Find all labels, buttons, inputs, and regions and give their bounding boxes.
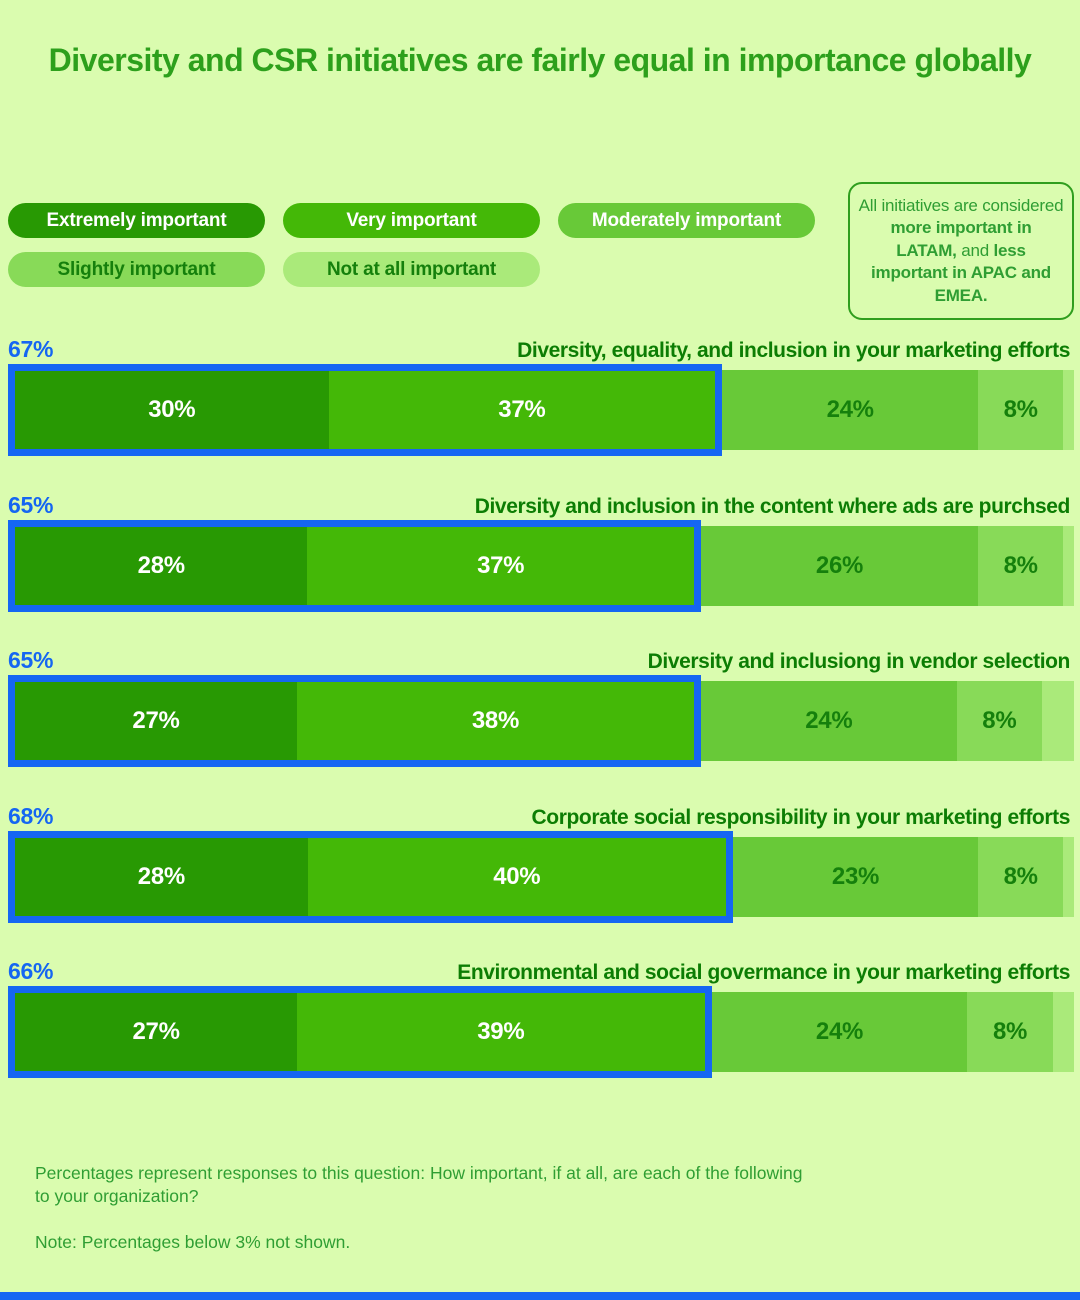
bar-segment-slightly-important: 8% — [967, 992, 1053, 1072]
legend-pill-extremely-important: Extremely important — [8, 203, 265, 238]
stacked-bar: 27% 39% 24% 8% — [8, 986, 1074, 1078]
highlight-outline: 28% 37% — [8, 520, 701, 612]
bar-row-header: 65% Diversity and inclusion in the conten… — [8, 492, 1074, 520]
bar-segment-extremely-important: 27% — [15, 993, 298, 1071]
bar-segment-not-at-all-important — [1063, 837, 1074, 917]
bar-row: 66% Environmental and social govermance i… — [8, 958, 1074, 1078]
bar-segment-moderately-important: 24% — [711, 992, 968, 1072]
bar-segment-moderately-important: 24% — [700, 681, 957, 761]
highlight-outline: 30% 37% — [8, 364, 723, 456]
bar-segment-not-at-all-important — [1063, 370, 1074, 450]
bar-segment-very-important: 37% — [307, 527, 694, 605]
bar-row: 67% Diversity, equality, and inclusion in… — [8, 336, 1074, 456]
bar-row: 68% Corporate social responsibility in yo… — [8, 803, 1074, 923]
bar-segment-moderately-important: 24% — [722, 370, 979, 450]
footnotes: Percentages represent responses to this … — [35, 1162, 915, 1276]
stacked-bar: 28% 40% 23% 8% — [8, 831, 1074, 923]
legend-pill-very-important: Very important — [283, 203, 540, 238]
highlight-outline: 28% 40% — [8, 831, 733, 923]
stacked-bar: 27% 38% 24% 8% — [8, 675, 1074, 767]
stacked-bar: 30% 37% 24% 8% — [8, 364, 1074, 456]
callout-box: All initiatives are considered more impo… — [848, 182, 1074, 321]
bar-segment-extremely-important: 28% — [15, 838, 308, 916]
bar-segment-not-at-all-important — [1063, 526, 1074, 606]
footnote-question: Percentages represent responses to this … — [35, 1163, 803, 1207]
bar-segment-slightly-important: 8% — [978, 370, 1064, 450]
bar-segment-extremely-important: 27% — [15, 682, 297, 760]
boxed-total-label: 67% — [8, 336, 54, 362]
boxed-total-label: 65% — [8, 492, 54, 518]
bar-segment-moderately-important: 23% — [732, 837, 979, 917]
bar-segment-very-important: 40% — [307, 838, 726, 916]
bar-row: 65% Diversity and inclusion in the conten… — [8, 492, 1074, 612]
bar-segment-extremely-important: 30% — [15, 371, 329, 449]
legend: Extremely important Very important Moderat… — [8, 203, 838, 287]
boxed-total-label: 66% — [8, 958, 54, 984]
bar-row-header: 65% Diversity and inclusiong in vendor se… — [8, 647, 1074, 675]
page-title: Diversity and CSR initiatives are fairly… — [48, 42, 1032, 78]
callout-text: All initiatives are considered — [858, 196, 1064, 215]
bar-segment-slightly-important: 8% — [956, 681, 1042, 761]
legend-pill-moderately-important: Moderately important — [558, 203, 815, 238]
highlight-outline: 27% 38% — [8, 675, 701, 767]
bar-segment-very-important: 39% — [297, 993, 705, 1071]
bar-title: Diversity, equality, and inclusion in yo… — [517, 339, 1070, 362]
highlight-outline: 27% 39% — [8, 986, 712, 1078]
bar-segment-extremely-important: 28% — [15, 527, 308, 605]
boxed-total-label: 68% — [8, 803, 54, 829]
bar-title: Corporate social responsibility in your … — [531, 806, 1071, 829]
bar-title: Environmental and social govermance in y… — [457, 961, 1070, 984]
bar-row-header: 66% Environmental and social govermance i… — [8, 958, 1074, 986]
footnote-note: Note: Percentages below 3% not shown. — [35, 1231, 351, 1252]
bar-row: 65% Diversity and inclusiong in vendor se… — [8, 647, 1074, 767]
bar-row-header: 68% Corporate social responsibility in yo… — [8, 803, 1074, 831]
callout-text: and — [956, 240, 994, 260]
bar-segment-very-important: 38% — [297, 682, 694, 760]
bar-segment-very-important: 37% — [328, 371, 716, 449]
legend-pill-slightly-important: Slightly important — [8, 252, 265, 287]
bar-segment-moderately-important: 26% — [700, 526, 979, 606]
bar-row-header: 67% Diversity, equality, and inclusion in… — [8, 336, 1074, 364]
callout-text: less important in APAC and EMEA. — [871, 240, 1051, 305]
legend-pill-not-at-all-important: Not at all important — [283, 252, 540, 287]
callout-text: more important in LATAM, — [890, 218, 1032, 260]
bar-segment-not-at-all-important — [1052, 992, 1074, 1072]
bar-title: Diversity and inclusion in the content w… — [474, 495, 1071, 518]
bar-title: Diversity and inclusiong in vendor selec… — [647, 650, 1071, 673]
bar-segment-not-at-all-important — [1041, 681, 1074, 761]
stacked-bar: 28% 37% 26% 8% — [8, 520, 1074, 612]
bottom-accent-bar — [0, 1292, 1080, 1300]
boxed-total-label: 65% — [8, 647, 54, 673]
bar-segment-slightly-important: 8% — [978, 526, 1064, 606]
bar-segment-slightly-important: 8% — [978, 837, 1064, 917]
